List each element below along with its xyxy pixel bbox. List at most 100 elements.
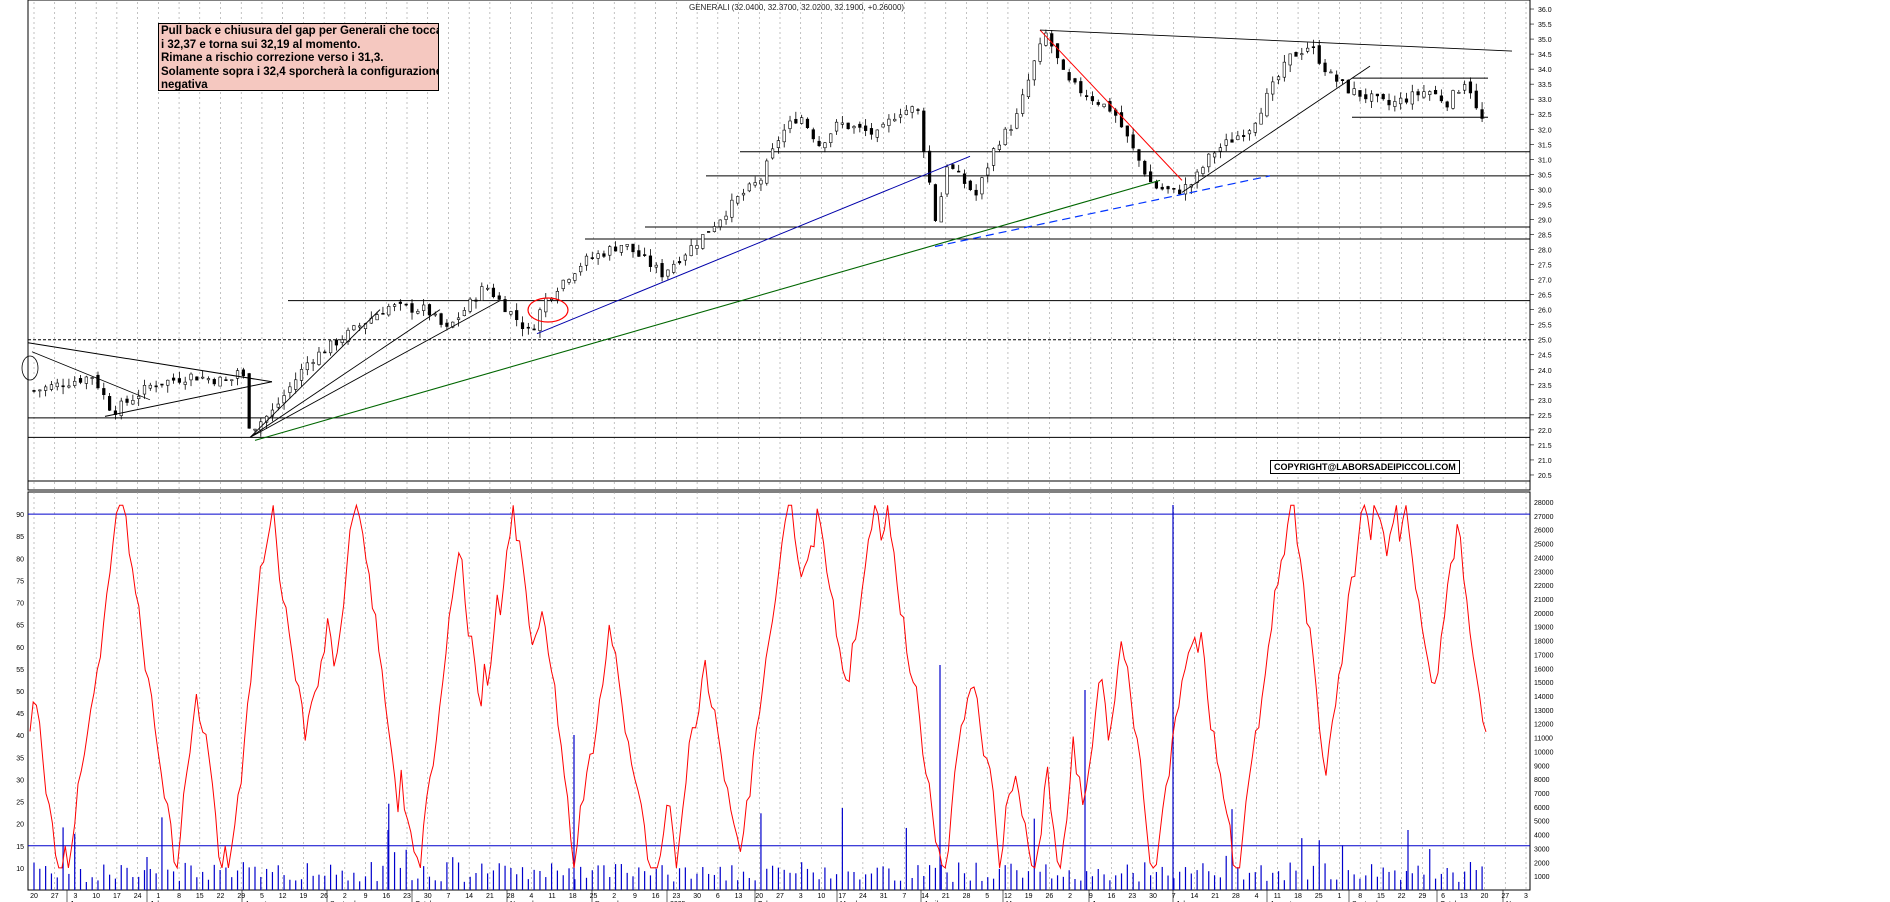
candle-body — [1335, 74, 1339, 82]
price-y-tick-label: 30.5 — [1538, 172, 1552, 179]
x-day-tick: 13 — [1460, 893, 1468, 900]
volume-bar — [992, 878, 995, 890]
x-day-tick: 4 — [529, 893, 533, 900]
volume-bar — [1353, 874, 1355, 890]
oscillator-y-tick-label: 60 — [16, 645, 24, 652]
volume-bar — [428, 876, 431, 890]
volume-bar — [1237, 867, 1239, 890]
volume-bar — [1376, 876, 1379, 890]
volume-bar — [329, 864, 332, 890]
volume-bar — [649, 875, 652, 890]
candle-body — [660, 263, 664, 278]
volume-bar — [527, 879, 529, 890]
candle-body — [398, 301, 402, 304]
candle-body — [1067, 72, 1071, 81]
volume-bar — [271, 872, 274, 890]
candle-body — [1375, 93, 1380, 97]
candle-body — [38, 389, 42, 392]
candle-body — [864, 125, 868, 131]
volume-bar — [487, 873, 489, 890]
volume-bar — [742, 871, 745, 890]
candle-body — [957, 170, 961, 173]
candle-body — [724, 215, 728, 220]
candle-body — [84, 376, 88, 384]
candle-body — [962, 173, 967, 184]
candle-body — [637, 250, 641, 257]
price-y-tick-label: 27.0 — [1538, 278, 1552, 285]
candle-body — [1323, 62, 1327, 73]
volume-bar — [423, 866, 425, 890]
volume-bar — [940, 864, 942, 890]
volume-bar — [754, 880, 756, 890]
candle-body — [108, 396, 112, 411]
price-pane-frame — [27, 0, 1531, 491]
x-day-tick: 18 — [569, 893, 577, 900]
volume-bar — [85, 881, 87, 890]
candle-body — [695, 245, 699, 249]
candle-body — [294, 379, 298, 390]
x-day-tick: 14 — [465, 893, 473, 900]
candle-body — [619, 244, 623, 253]
volume-bar — [1266, 880, 1268, 890]
candle-body — [340, 339, 344, 343]
candle-body — [933, 184, 938, 221]
chart-header: GENERALI (32.0400, 32.3700, 32.0200, 32.… — [689, 3, 905, 12]
candle-body — [1032, 60, 1036, 81]
candle-body — [986, 167, 990, 176]
candle-body — [102, 388, 106, 395]
price-y-tick-label: 23.0 — [1538, 398, 1552, 405]
candle-body — [299, 369, 304, 381]
candle-body — [532, 328, 536, 331]
candle-body — [1288, 53, 1292, 66]
candle-body — [625, 244, 629, 247]
volume-bar — [33, 862, 35, 890]
trendline — [249, 309, 381, 438]
volume-bar — [1277, 871, 1280, 890]
price-y-tick-label: 28.5 — [1538, 232, 1552, 239]
candle-body — [1282, 61, 1286, 78]
candle-body — [1021, 94, 1025, 114]
x-day-tick: 5 — [985, 893, 989, 900]
candle-body — [852, 126, 856, 129]
volume-bar — [1283, 880, 1285, 890]
volume-bar — [1086, 871, 1088, 890]
volume-bar — [1417, 865, 1419, 890]
candle-body — [1009, 129, 1013, 131]
volume-y-tick-label: 5000 — [1534, 819, 1550, 826]
candle-body — [800, 117, 804, 124]
volume-y-tick-label: 6000 — [1534, 805, 1550, 812]
candle-body — [323, 351, 327, 354]
volume-bar — [481, 863, 483, 890]
volume-bar — [300, 879, 303, 890]
analysis-note: Pull back e chiusura del gap per General… — [158, 23, 439, 91]
volume-y-tick-label: 12000 — [1534, 722, 1554, 729]
candle-body — [491, 287, 496, 298]
candle-body — [968, 180, 972, 191]
candle-body — [1340, 79, 1345, 81]
x-day-tick: 24 — [134, 893, 142, 900]
volume-bar — [783, 869, 785, 890]
volume-bar — [1481, 866, 1483, 890]
volume-bar — [934, 867, 937, 890]
candle-body — [148, 384, 152, 389]
candle-body — [404, 303, 408, 306]
volume-bar — [463, 881, 465, 890]
candle-body — [503, 299, 507, 313]
candle-body — [515, 310, 519, 321]
candle-body — [328, 340, 333, 354]
candle-body — [1125, 125, 1129, 137]
candle-body — [834, 121, 839, 132]
x-day-tick: 17 — [838, 893, 846, 900]
price-y-tick-label: 21.5 — [1538, 443, 1552, 450]
green-trendline — [254, 179, 1161, 441]
oscillator-y-tick-label: 20 — [16, 822, 24, 829]
volume-bar — [1109, 880, 1111, 890]
volume-bar — [620, 864, 622, 890]
x-day-tick: 16 — [1108, 893, 1116, 900]
candle-body — [718, 219, 722, 227]
candle-body — [677, 261, 682, 264]
candle-body — [206, 378, 211, 381]
candle-body — [1399, 97, 1403, 105]
candle-body — [317, 351, 321, 365]
candle-body — [765, 160, 769, 184]
